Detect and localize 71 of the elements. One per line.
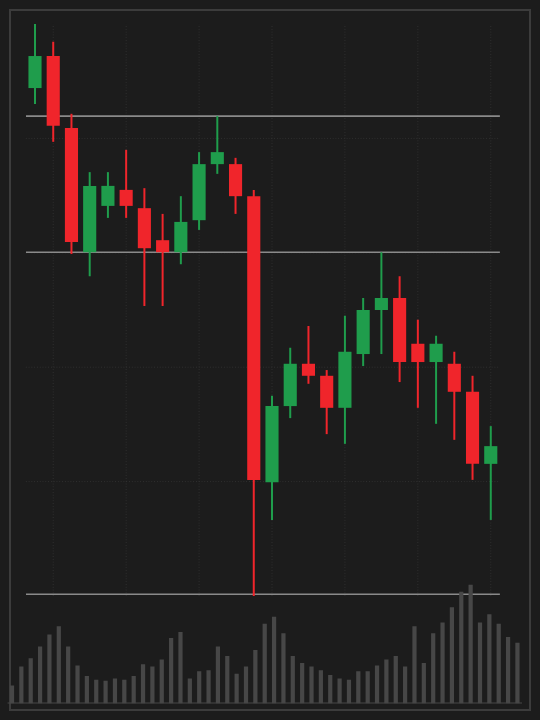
bar xyxy=(112,678,118,704)
bar xyxy=(271,616,277,704)
bar xyxy=(337,678,342,704)
candlestick xyxy=(119,148,133,219)
bar xyxy=(150,666,155,704)
bar xyxy=(477,622,483,704)
bar xyxy=(468,584,473,704)
bar xyxy=(300,663,305,704)
bar xyxy=(234,673,239,704)
candlestick xyxy=(137,187,151,307)
candlestick xyxy=(28,23,42,106)
candlestick xyxy=(156,212,170,307)
bar xyxy=(403,666,408,704)
bar xyxy=(318,670,323,704)
bar xyxy=(28,658,33,704)
candlestick xyxy=(429,334,443,425)
bar xyxy=(505,636,511,704)
candlestick xyxy=(210,115,224,175)
bar xyxy=(384,659,389,704)
bar xyxy=(281,633,286,704)
bar xyxy=(197,671,202,704)
bar xyxy=(262,623,267,704)
bar xyxy=(496,623,501,704)
candlestick xyxy=(174,195,188,266)
bar xyxy=(365,671,370,704)
bar xyxy=(75,665,80,704)
bar xyxy=(187,678,192,704)
candlestick xyxy=(356,296,370,368)
bar xyxy=(356,671,361,704)
candlestick xyxy=(228,156,243,215)
bar xyxy=(178,632,183,704)
bar xyxy=(66,646,71,704)
bar xyxy=(487,614,492,704)
bar xyxy=(440,622,445,704)
bar xyxy=(84,676,89,704)
bar xyxy=(328,674,333,704)
bar xyxy=(374,665,380,704)
candlestick xyxy=(320,369,334,436)
bar xyxy=(449,607,455,704)
bar xyxy=(206,670,211,704)
candlestick xyxy=(447,350,461,441)
bar xyxy=(94,679,99,704)
candlestick xyxy=(283,346,297,420)
candlestick xyxy=(484,425,498,521)
bar xyxy=(37,646,43,704)
bar xyxy=(459,591,464,704)
candlestick xyxy=(101,171,115,219)
bar xyxy=(421,663,426,704)
bar xyxy=(412,626,417,704)
bar xyxy=(159,659,164,704)
candlestick xyxy=(301,325,316,385)
bar xyxy=(131,676,136,704)
candlestick xyxy=(411,318,425,409)
candlestick xyxy=(374,251,388,356)
bar xyxy=(19,666,24,704)
bar xyxy=(346,679,352,704)
bar xyxy=(515,642,520,704)
bar xyxy=(393,655,398,704)
bar xyxy=(215,646,221,704)
bar xyxy=(243,666,249,704)
bar xyxy=(290,655,295,704)
bar xyxy=(103,680,108,704)
bar xyxy=(122,679,127,704)
bar xyxy=(225,655,230,704)
bar xyxy=(169,638,174,704)
bar xyxy=(253,649,258,704)
bar xyxy=(431,633,436,704)
bar xyxy=(309,666,314,704)
bar xyxy=(56,626,61,704)
bar xyxy=(47,634,52,704)
bar xyxy=(140,664,146,704)
